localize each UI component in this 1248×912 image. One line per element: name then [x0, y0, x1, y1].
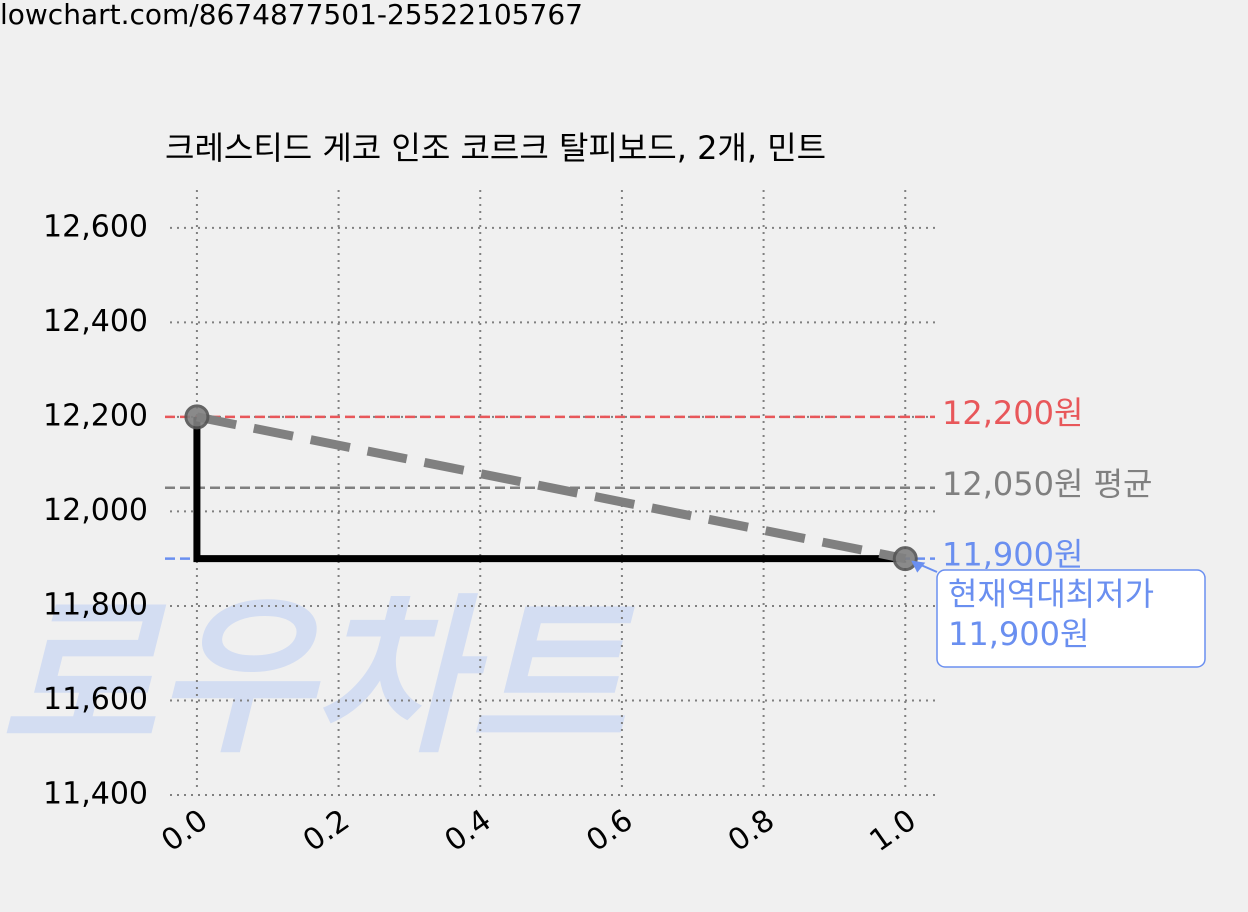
reference-label: 11,900원 — [942, 536, 1083, 574]
watermark: 로우차트 — [0, 579, 635, 777]
y-tick-label: 11,400 — [43, 777, 148, 812]
annotation-arrowhead — [911, 560, 926, 573]
y-tick-label: 11,600 — [43, 682, 148, 717]
y-tick-label: 12,600 — [43, 209, 148, 244]
point — [892, 546, 918, 572]
y-tick-label: 12,000 — [43, 493, 148, 528]
chart-title: 크레스티드 게코 인조 코르크 탈피보드, 2개, 민트 — [165, 129, 826, 167]
annotation-box — [936, 569, 1206, 668]
y-tick-label: 12,200 — [43, 398, 148, 433]
annotation-text: 현재역대최저가 — [948, 575, 1154, 613]
annotation-text: 11,900원 — [948, 615, 1089, 653]
y-tick-label: 12,400 — [43, 304, 148, 339]
reference-label: 12,200원 — [942, 394, 1083, 432]
url: lowchart.com/8674877501-25522105767 — [0, 0, 583, 31]
point — [184, 404, 210, 430]
reference-label: 12,050원 평균 — [942, 465, 1152, 503]
series-line — [193, 416, 906, 563]
y-tick-label: 11,800 — [43, 587, 148, 622]
series-line — [196, 412, 907, 564]
